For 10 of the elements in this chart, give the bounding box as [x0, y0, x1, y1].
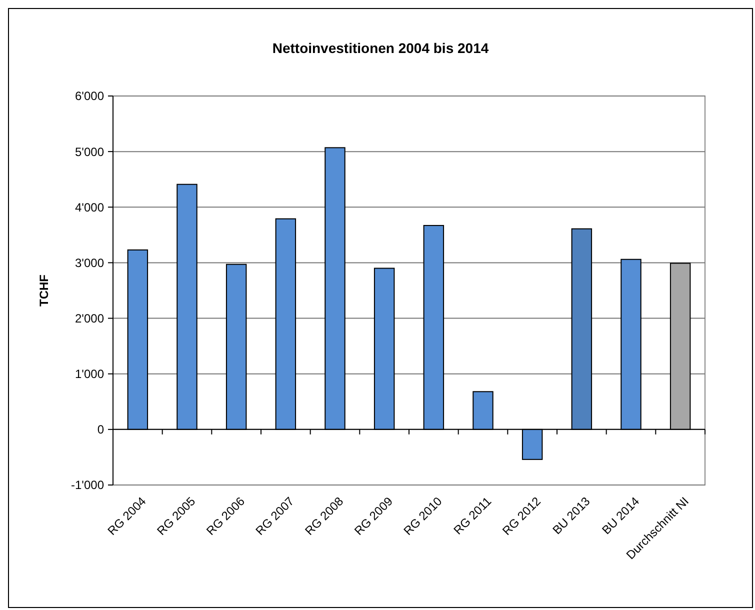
chart-title: Nettoinvestitionen 2004 bis 2014: [272, 40, 489, 56]
y-tick-label: 0: [97, 422, 104, 437]
y-tick-label: 6'000: [75, 89, 104, 104]
y-tick-label: 4'000: [75, 200, 104, 214]
y-tick-label: 1'000: [75, 367, 104, 382]
y-tick-label: 2'000: [75, 311, 104, 326]
y-tick-label: -1'000: [71, 478, 104, 492]
y-tick-label: 5'000: [75, 144, 104, 159]
y-axis-title: TCHF: [37, 274, 51, 306]
y-tick-label: 3'000: [75, 256, 104, 270]
